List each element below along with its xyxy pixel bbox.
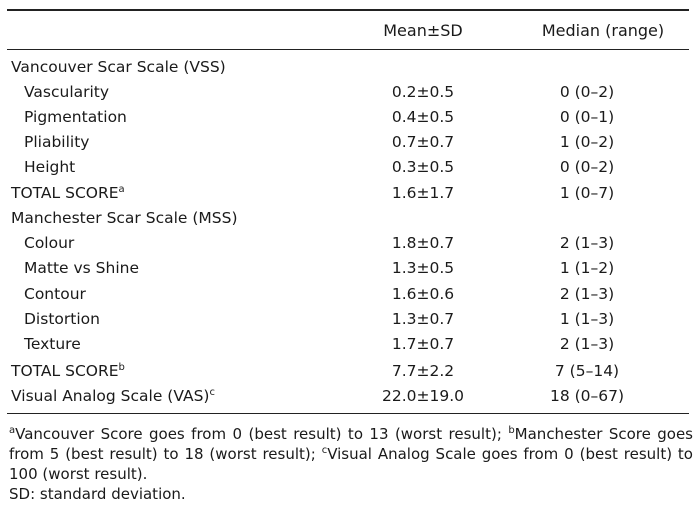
mean-sd-value: 22.0±19.0 xyxy=(381,387,464,405)
mean-sd-value: 0.2±0.5 xyxy=(391,83,455,101)
mean-sd-value: 0.7±0.7 xyxy=(391,133,455,151)
vas-label: Visual Analog Scale (VAS) xyxy=(11,387,210,405)
table-row: Texture 1.7±0.7 2 (1–3) xyxy=(0,332,700,356)
row-label: Contour xyxy=(24,285,86,303)
row-label: Matte vs Shine xyxy=(24,259,139,277)
row-label: Height xyxy=(24,158,76,176)
mean-sd-value: 7.7±2.2 xyxy=(391,362,455,380)
footnote-a-text: Vancouver Score goes from 0 (best result… xyxy=(15,425,509,443)
mean-sd-value: 1.8±0.7 xyxy=(391,234,455,252)
total-score-row-vss: TOTAL SCOREa 1.6±1.7 1 (0–7) xyxy=(0,181,700,205)
header-rule xyxy=(7,49,689,50)
median-range-value: 7 (5–14) xyxy=(554,362,620,380)
table-row: Matte vs Shine 1.3±0.5 1 (1–2) xyxy=(0,256,700,280)
mean-sd-value: 1.6±0.6 xyxy=(391,285,455,303)
row-label: TOTAL SCOREb xyxy=(11,359,125,383)
table-row: Pigmentation 0.4±0.5 0 (0–1) xyxy=(0,105,700,129)
footnote-marker-b: b xyxy=(118,362,125,373)
row-label: Vascularity xyxy=(24,83,110,101)
section-header-vss: Vancouver Scar Scale (VSS) xyxy=(0,55,700,79)
vas-row: Visual Analog Scale (VAS)c 22.0±19.0 18 … xyxy=(0,384,700,408)
median-range-value: 1 (0–2) xyxy=(559,133,615,151)
footnote-c-text: Visual Analog Scale goes from 0 (best re… xyxy=(9,445,693,483)
row-label: Distortion xyxy=(24,310,100,328)
mean-sd-value: 0.4±0.5 xyxy=(391,108,455,126)
mean-sd-value: 1.6±1.7 xyxy=(391,184,455,202)
median-range-value: 1 (0–7) xyxy=(559,184,615,202)
table-row: Colour 1.8±0.7 2 (1–3) xyxy=(0,231,700,255)
row-label: Visual Analog Scale (VAS)c xyxy=(11,384,215,408)
median-range-value: 1 (1–2) xyxy=(559,259,615,277)
median-range-value: 0 (0–2) xyxy=(559,83,615,101)
median-range-value: 0 (0–1) xyxy=(559,108,615,126)
median-range-value: 0 (0–2) xyxy=(559,158,615,176)
footnote-sd: SD: standard deviation. xyxy=(9,485,186,503)
footnote-b-text: Manchester Score goes from 5 (best resul… xyxy=(9,425,693,463)
footnote-marker-a: a xyxy=(118,184,125,195)
mean-sd-value: 1.3±0.7 xyxy=(391,310,455,328)
table-row: Vascularity 0.2±0.5 0 (0–2) xyxy=(0,80,700,104)
row-label: Vancouver Scar Scale (VSS) xyxy=(11,58,226,76)
table-top-rule xyxy=(7,9,689,11)
table-row: Contour 1.6±0.6 2 (1–3) xyxy=(0,282,700,306)
median-range-value: 2 (1–3) xyxy=(559,335,615,353)
total-score-row-mss: TOTAL SCOREb 7.7±2.2 7 (5–14) xyxy=(0,359,700,383)
table-row: Distortion 1.3±0.7 1 (1–3) xyxy=(0,307,700,331)
column-header-median-range: Median (range) xyxy=(541,21,665,40)
footnote-a-marker: a xyxy=(9,425,16,436)
row-label: Colour xyxy=(24,234,75,252)
table-bottom-rule xyxy=(7,413,689,414)
median-range-value: 1 (1–3) xyxy=(559,310,615,328)
mean-sd-value: 0.3±0.5 xyxy=(391,158,455,176)
footnote-b-marker: b xyxy=(508,425,515,436)
column-header-mean-sd: Mean±SD xyxy=(383,21,463,40)
row-label: Pigmentation xyxy=(24,108,127,126)
total-score-label: TOTAL SCORE xyxy=(11,362,119,380)
table-row: Pliability 0.7±0.7 1 (0–2) xyxy=(0,130,700,154)
row-label: Texture xyxy=(24,335,81,353)
row-label: TOTAL SCOREa xyxy=(11,181,125,205)
mean-sd-value: 1.3±0.5 xyxy=(391,259,455,277)
table-row: Height 0.3±0.5 0 (0–2) xyxy=(0,155,700,179)
row-label: Pliability xyxy=(24,133,90,151)
median-range-value: 18 (0–67) xyxy=(549,387,625,405)
total-score-label: TOTAL SCORE xyxy=(11,184,119,202)
footnote-c-marker: c xyxy=(321,445,328,456)
mean-sd-value: 1.7±0.7 xyxy=(391,335,455,353)
footnote-marker-c: c xyxy=(209,387,215,398)
section-header-mss: Manchester Scar Scale (MSS) xyxy=(0,206,700,230)
table-footnote: aVancouver Score goes from 0 (best resul… xyxy=(9,424,693,484)
median-range-value: 2 (1–3) xyxy=(559,234,615,252)
median-range-value: 2 (1–3) xyxy=(559,285,615,303)
row-label: Manchester Scar Scale (MSS) xyxy=(11,209,238,227)
